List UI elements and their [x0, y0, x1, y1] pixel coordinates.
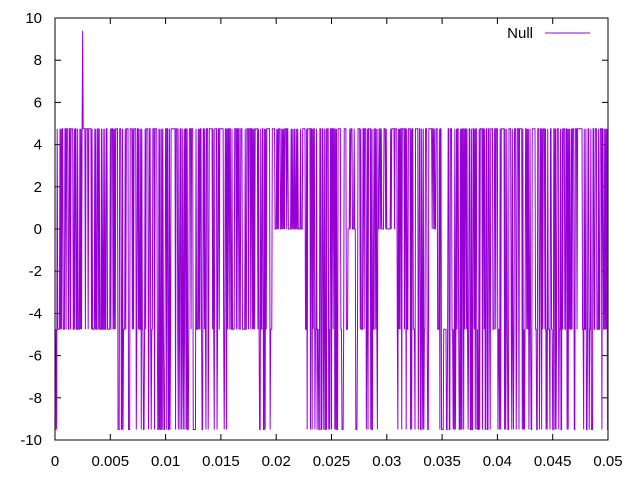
x-tick-label: 0.02 — [262, 453, 291, 470]
y-tick-label: 6 — [34, 94, 42, 111]
y-tick-label: 4 — [34, 137, 42, 154]
x-tick-label: 0.025 — [313, 453, 351, 470]
legend: Null — [507, 25, 590, 42]
y-tick-labels: -10 -8 -6 -4 -2 0 2 4 6 8 10 — [20, 10, 42, 449]
plot-area — [55, 30, 608, 430]
y-tick-label: -8 — [29, 390, 42, 407]
y-tick-label: 10 — [25, 10, 42, 27]
x-tick-label: 0.035 — [423, 453, 461, 470]
x-tick-label: 0.01 — [151, 453, 180, 470]
y-tick-label: -4 — [29, 305, 42, 322]
x-tick-label: 0 — [51, 453, 59, 470]
y-tick-label: 8 — [34, 52, 42, 69]
x-tick-label: 0.03 — [372, 453, 401, 470]
y-tick-label: -2 — [29, 263, 42, 280]
y-tick-label: 2 — [34, 179, 42, 196]
legend-label-null: Null — [507, 25, 533, 42]
x-tick-label: 0.05 — [593, 453, 622, 470]
x-tick-label: 0.005 — [92, 453, 130, 470]
x-tick-label: 0.045 — [534, 453, 572, 470]
y-tick-label: 0 — [34, 221, 42, 238]
series-line-null — [55, 30, 608, 430]
x-tick-label: 0.015 — [202, 453, 240, 470]
x-tick-labels: 0 0.005 0.01 0.015 0.02 0.025 0.03 0.035 0.04 0.0… — [51, 453, 623, 470]
x-tick-label: 0.04 — [483, 453, 512, 470]
y-tick-label: -10 — [20, 432, 42, 449]
y-tick-label: -6 — [29, 348, 42, 365]
